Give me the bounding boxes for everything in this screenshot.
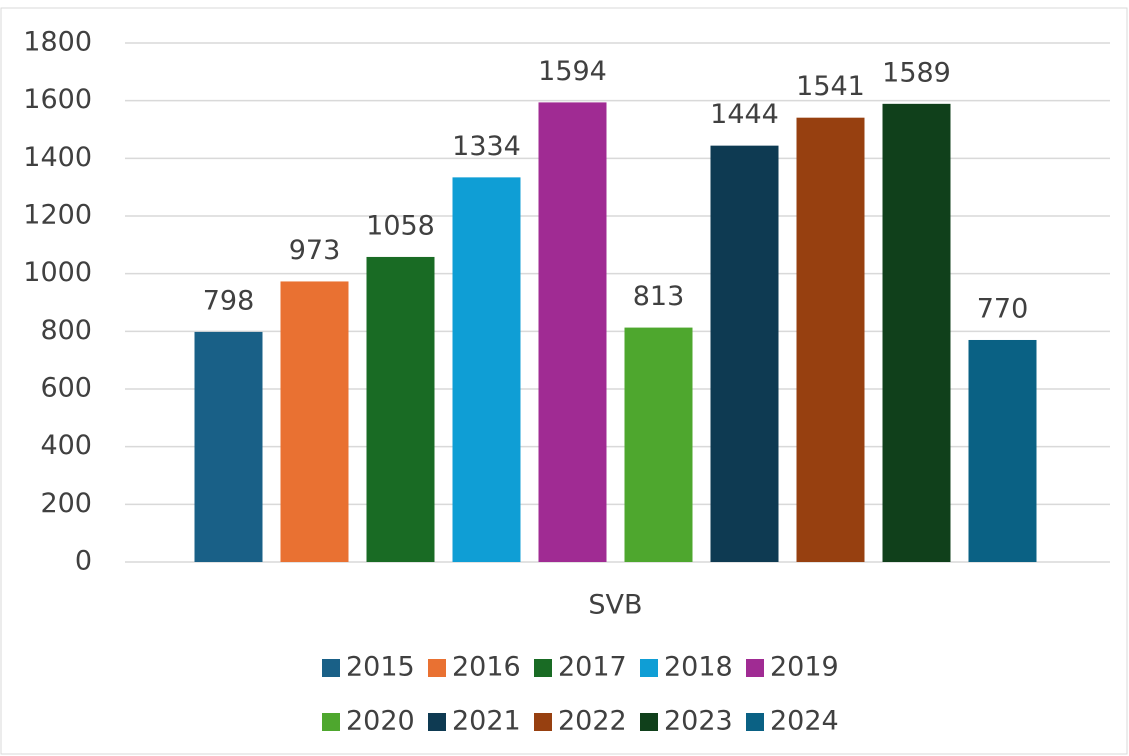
legend-label: 2017: [558, 652, 627, 683]
bar: [194, 331, 263, 562]
data-label: 1541: [796, 71, 865, 102]
legend-label: 2023: [664, 706, 733, 737]
legend-swatch: [746, 713, 764, 731]
y-tick-label: 800: [40, 315, 92, 346]
legend-label: 2024: [770, 706, 839, 737]
legend-swatch: [428, 659, 446, 677]
bar: [968, 339, 1037, 562]
legend-label: 2022: [558, 706, 627, 737]
legend-label: 2015: [346, 652, 415, 683]
legend-label: 2020: [346, 706, 415, 737]
legend-swatch: [640, 659, 658, 677]
bar: [538, 102, 607, 562]
bar: [882, 103, 951, 563]
legend-swatch: [322, 659, 340, 677]
data-label: 813: [633, 281, 685, 312]
data-label: 973: [289, 235, 341, 266]
data-label: 770: [977, 293, 1029, 324]
legend-label: 2021: [452, 706, 521, 737]
bar: [280, 281, 349, 562]
legend-label: 2019: [770, 652, 839, 683]
legend-swatch: [746, 659, 764, 677]
legend-swatch: [534, 659, 552, 677]
data-label: 798: [203, 285, 255, 316]
bar: [624, 327, 693, 562]
bar: [366, 256, 435, 562]
x-tick-label: SVB: [588, 590, 642, 621]
legend-swatch: [322, 713, 340, 731]
data-label: 1589: [882, 57, 951, 88]
data-label: 1594: [538, 56, 607, 87]
y-tick-label: 1400: [23, 142, 92, 173]
bar: [710, 145, 779, 562]
data-label: 1444: [710, 99, 779, 130]
y-tick-label: 600: [40, 373, 92, 404]
bar: [452, 177, 521, 562]
y-tick-label: 1000: [23, 257, 92, 288]
y-tick-label: 1200: [23, 200, 92, 231]
legend-label: 2016: [452, 652, 521, 683]
y-tick-label: 200: [40, 488, 92, 519]
legend-label: 2018: [664, 652, 733, 683]
data-label: 1334: [452, 131, 521, 162]
legend-swatch: [428, 713, 446, 731]
legend-swatch: [640, 713, 658, 731]
y-tick-label: 0: [75, 546, 92, 577]
y-tick-label: 400: [40, 430, 92, 461]
legend-swatch: [534, 713, 552, 731]
y-tick-label: 1600: [23, 84, 92, 115]
y-tick-label: 1800: [23, 27, 92, 58]
bar: [796, 117, 865, 562]
data-label: 1058: [366, 210, 435, 241]
